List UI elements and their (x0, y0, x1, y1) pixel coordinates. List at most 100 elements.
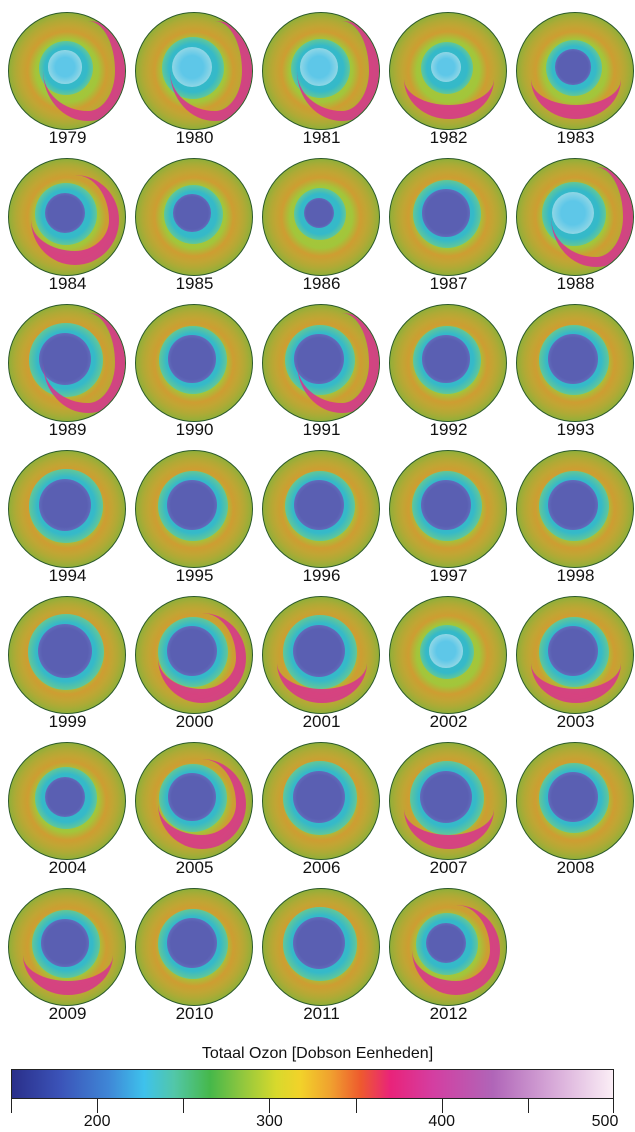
ozone-hole (293, 917, 345, 969)
ozone-hole (429, 634, 463, 668)
ozone-crescent (43, 21, 125, 121)
ozone-globe (135, 888, 253, 1006)
ozone-map-1979: 1979 (4, 8, 131, 154)
ozone-hole (44, 776, 86, 818)
year-label: 1988 (556, 274, 595, 293)
ozone-map-1988: 1988 (512, 154, 635, 300)
ozone-crescent (158, 613, 246, 703)
ozone-map-1994: 1994 (4, 446, 131, 592)
ozone-hole (167, 918, 217, 968)
colorbar-tick (527, 1099, 529, 1113)
colorbar (11, 1069, 614, 1099)
ozone-hole (167, 480, 217, 530)
ozone-globe (516, 450, 634, 568)
ozone-map-1992: 1992 (385, 300, 512, 446)
year-label: 2012 (429, 1004, 468, 1023)
ozone-globe (516, 158, 634, 276)
year-label: 2003 (556, 712, 595, 731)
ozone-globe (135, 12, 253, 130)
year-label: 2002 (429, 712, 468, 731)
ozone-crescent (412, 905, 500, 995)
ozone-hole (548, 480, 598, 530)
ozone-hole (173, 194, 211, 232)
year-label: 2005 (175, 858, 214, 877)
ozone-map-2003: 2003 (512, 592, 635, 738)
ozone-crescent (43, 313, 125, 413)
ozone-map-1997: 1997 (385, 446, 512, 592)
ozone-crescent (297, 313, 379, 413)
ozone-globe (8, 12, 126, 130)
ozone-globe (516, 12, 634, 130)
ozone-hole (548, 334, 598, 384)
ozone-globe (516, 596, 634, 714)
ozone-globe (8, 304, 126, 422)
ozone-globe (389, 888, 507, 1006)
ozone-map-2004: 2004 (4, 738, 131, 884)
year-label: 1984 (48, 274, 87, 293)
ozone-map-2002: 2002 (385, 592, 512, 738)
year-label: 2007 (429, 858, 468, 877)
ozone-map-2009: 2009 (4, 884, 131, 1030)
year-label: 1996 (302, 566, 341, 585)
ozone-globe (8, 888, 126, 1006)
colorbar-tick (183, 1099, 185, 1113)
ozone-crescent (277, 623, 367, 703)
ozone-globe (516, 742, 634, 860)
colorbar-tick (355, 1099, 357, 1113)
ozone-map-1996: 1996 (258, 446, 385, 592)
ozone-globe (262, 888, 380, 1006)
ozone-globe (389, 304, 507, 422)
year-label: 1983 (556, 128, 595, 147)
ozone-globe (135, 596, 253, 714)
year-label: 2000 (175, 712, 214, 731)
year-label: 1998 (556, 566, 595, 585)
ozone-hole (303, 197, 335, 229)
ozone-map-2011: 2011 (258, 884, 385, 1030)
ozone-map-1990: 1990 (131, 300, 258, 446)
ozone-crescent (531, 39, 621, 119)
year-label: 1987 (429, 274, 468, 293)
ozone-hole (422, 335, 470, 383)
ozone-hole (422, 189, 470, 237)
ozone-crescent (23, 915, 113, 995)
ozone-map-2007: 2007 (385, 738, 512, 884)
ozone-crescent (404, 769, 494, 849)
ozone-globe (389, 450, 507, 568)
ozone-crescent (551, 167, 633, 267)
ozone-crescent (531, 623, 621, 703)
ozone-map-1995: 1995 (131, 446, 258, 592)
colorbar-title: Totaal Ozon [Dobson Eenheden] (201, 1045, 434, 1062)
ozone-hole (168, 335, 216, 383)
ozone-hole (421, 480, 471, 530)
ozone-globe (8, 596, 126, 714)
ozone-map-1985: 1985 (131, 154, 258, 300)
ozone-globe (389, 12, 507, 130)
colorbar-tick (613, 1099, 614, 1113)
ozone-globe (135, 450, 253, 568)
year-label: 1989 (48, 420, 87, 439)
ozone-map-1998: 1998 (512, 446, 635, 592)
ozone-map-1991: 1991 (258, 300, 385, 446)
ozone-globe (8, 742, 126, 860)
ozone-globe (262, 596, 380, 714)
ozone-map-1987: 1987 (385, 154, 512, 300)
ozone-map-1983: 1983 (512, 8, 635, 154)
ozone-map-1993: 1993 (512, 300, 635, 446)
ozone-crescent (297, 21, 379, 121)
ozone-hole (293, 771, 345, 823)
ozone-map-2001: 2001 (258, 592, 385, 738)
ozone-map-1980: 1980 (131, 8, 258, 154)
colorbar-tick-label: 500 (591, 1113, 619, 1130)
year-label: 2010 (175, 1004, 214, 1023)
ozone-hole (294, 480, 344, 530)
year-label: 1985 (175, 274, 214, 293)
year-label: 1986 (302, 274, 341, 293)
colorbar-tick (269, 1099, 271, 1113)
year-label: 1994 (48, 566, 87, 585)
ozone-globe (516, 304, 634, 422)
ozone-globe (389, 158, 507, 276)
ozone-map-1989: 1989 (4, 300, 131, 446)
ozone-crescent (158, 759, 246, 849)
ozone-globe (135, 742, 253, 860)
year-label: 1980 (175, 128, 214, 147)
